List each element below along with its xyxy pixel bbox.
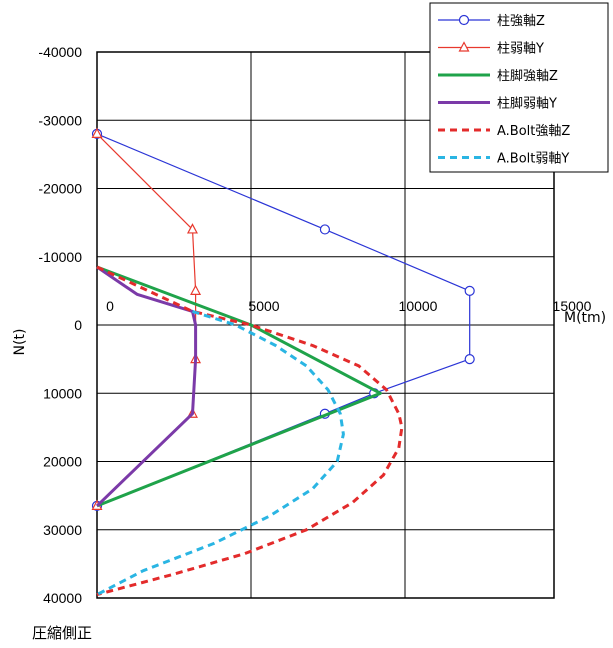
y-tick-label: -10000 — [38, 249, 82, 265]
legend-marker-circle — [458, 14, 470, 26]
legend-label-2: 柱弱軸Y — [497, 42, 544, 57]
y-tick-labels: -40000 -30000 -20000 -10000 0 10000 20000 30000… — [38, 44, 82, 606]
legend: 柱強軸Z 柱弱軸Y 柱脚強軸Z 柱脚弱軸Y A.Bolt強軸Z A.Bolt弱軸Y — [429, 2, 609, 173]
data-point-triangle — [186, 223, 198, 234]
legend-marker-triangle — [458, 41, 470, 52]
y-tick-label: 40000 — [43, 590, 82, 606]
x-tick-labels: 0 5000 10000 15000 — [106, 298, 592, 314]
legend-label-5: A.Bolt強軸Z — [497, 124, 570, 139]
x-tick-label: 5000 — [248, 298, 279, 314]
series-line-6 — [96, 309, 345, 596]
data-point-circle — [464, 285, 475, 296]
series-line-4 — [95, 265, 198, 507]
legend-label-6: A.Bolt弱軸Y — [497, 152, 569, 167]
y-tick-label: 30000 — [43, 522, 82, 538]
legend-label-1: 柱強軸Z — [497, 14, 545, 29]
y-tick-label: -40000 — [38, 44, 82, 60]
x-axis-label: M(tm) — [564, 310, 606, 326]
y-tick-label: 20000 — [43, 454, 82, 470]
series-layer — [91, 127, 475, 597]
data-point-triangle — [190, 284, 202, 295]
x-tick-label: 10000 — [399, 298, 438, 314]
y-tick-label: 0 — [74, 317, 82, 333]
series-line-3 — [96, 265, 382, 508]
data-point-triangle — [91, 127, 103, 138]
grid — [97, 52, 554, 598]
y-tick-label: 10000 — [43, 385, 82, 401]
footnote: 圧縮側正 — [32, 624, 93, 642]
y-tick-label: -20000 — [38, 181, 82, 197]
legend-label-4: 柱脚弱軸Y — [497, 96, 557, 112]
y-tick-label: -30000 — [38, 112, 82, 128]
y-axis-label: N(t) — [12, 329, 28, 356]
legend-label-3: 柱脚強軸Z — [497, 68, 558, 84]
x-tick-label: 15000 — [553, 298, 592, 314]
data-point-circle — [464, 354, 475, 365]
x-tick-label: 0 — [106, 298, 114, 314]
data-point-circle — [319, 224, 331, 235]
legend-box — [429, 2, 609, 173]
